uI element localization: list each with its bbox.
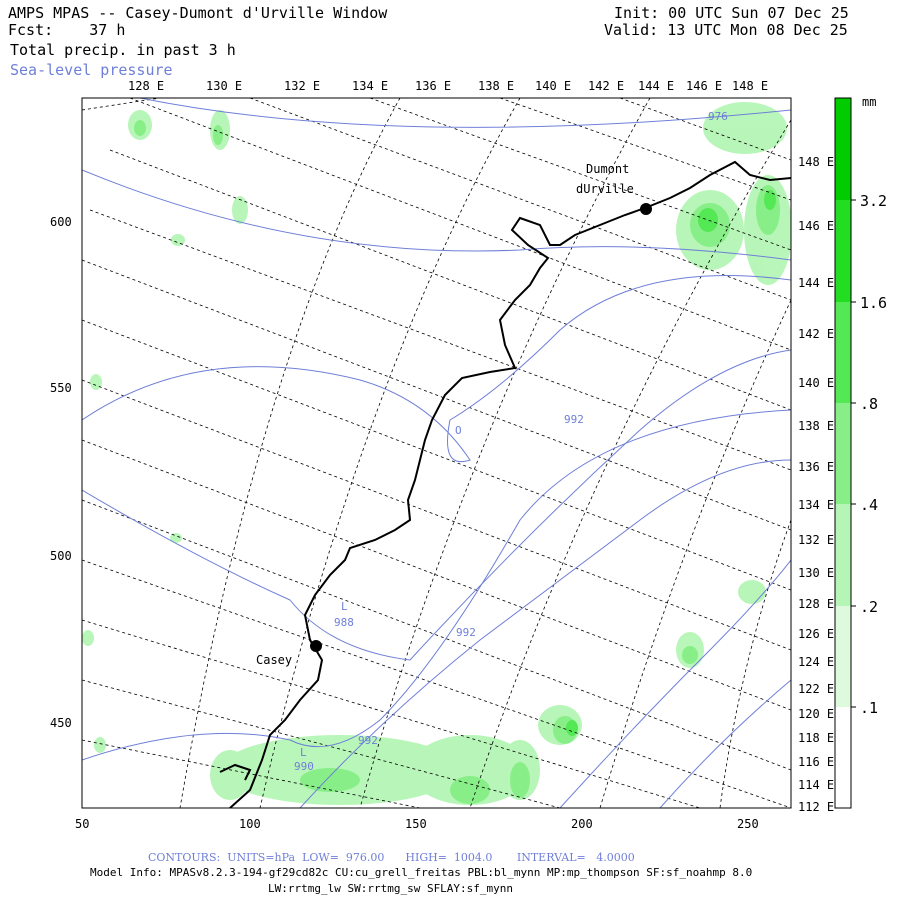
y-grid-labels: 600 550 500 450 bbox=[50, 215, 72, 730]
low-marker: L bbox=[300, 746, 307, 759]
station-label-line2: dUrville bbox=[576, 182, 634, 196]
init-time: Init: 00 UTC Sun 07 Dec 25 bbox=[614, 4, 849, 22]
lon-label: 146 E bbox=[686, 79, 722, 93]
lon-label: 146 E bbox=[798, 219, 834, 233]
colorbar-tick: .1 bbox=[860, 699, 878, 717]
forecast-hour: Fcst: 37 h bbox=[8, 21, 126, 39]
lon-label: 124 E bbox=[798, 655, 834, 669]
colorbar-tick: .8 bbox=[860, 395, 878, 413]
precip-shading bbox=[82, 102, 791, 805]
y-label: 450 bbox=[50, 716, 72, 730]
colorbar-segment bbox=[835, 302, 851, 403]
colorbar: mm 3.2 1.6 .8 .4 .2 .1 bbox=[834, 95, 887, 809]
lon-label: 138 E bbox=[478, 79, 514, 93]
lon-label: 132 E bbox=[798, 533, 834, 547]
model-info-line2: LW:rrtmg_lw SW:rrtmg_sw SFLAY:sf_mynn bbox=[268, 882, 514, 895]
y-label: 550 bbox=[50, 381, 72, 395]
lon-label: 112 E bbox=[798, 800, 834, 814]
lon-label: 128 E bbox=[798, 597, 834, 611]
lon-label: 114 E bbox=[798, 778, 834, 792]
latlon-grid bbox=[82, 98, 791, 808]
lon-label: 144 E bbox=[638, 79, 674, 93]
lon-label: 138 E bbox=[798, 419, 834, 433]
lon-label: 144 E bbox=[798, 276, 834, 290]
lon-label: 128 E bbox=[128, 79, 164, 93]
colorbar-tick: .2 bbox=[860, 598, 878, 616]
contour-field-name: Sea-level pressure bbox=[10, 61, 173, 79]
station-dot bbox=[640, 203, 652, 215]
isobar-label: 990 bbox=[294, 760, 314, 773]
lon-label: 130 E bbox=[206, 79, 242, 93]
isobar-label: 988 bbox=[334, 616, 354, 629]
lon-label: 142 E bbox=[798, 327, 834, 341]
colorbar-segment bbox=[835, 504, 851, 606]
lon-label: 120 E bbox=[798, 707, 834, 721]
x-label: 100 bbox=[239, 817, 261, 831]
x-label: 250 bbox=[737, 817, 759, 831]
valid-time: Valid: 13 UTC Mon 08 Dec 25 bbox=[604, 21, 848, 39]
station-dumont-durville: Dumont dUrville bbox=[576, 162, 652, 215]
colorbar-tick: .4 bbox=[860, 496, 878, 514]
lon-label: 148 E bbox=[732, 79, 768, 93]
colorbar-segment bbox=[835, 98, 851, 200]
lon-label: 118 E bbox=[798, 731, 834, 745]
lon-label: 136 E bbox=[798, 460, 834, 474]
station-label: Casey bbox=[256, 653, 292, 667]
station-dot bbox=[310, 640, 322, 652]
contour-info: CONTOURS: UNITS=hPa LOW= 976.00 HIGH= 10… bbox=[148, 851, 635, 864]
station-label-line1: Dumont bbox=[586, 162, 629, 176]
colorbar-segment bbox=[835, 200, 851, 302]
field-name: Total precip. in past 3 h bbox=[10, 41, 236, 59]
colorbar-unit: mm bbox=[862, 95, 876, 109]
low-marker: L bbox=[341, 600, 348, 613]
right-lon-labels: 148 E 146 E 144 E 142 E 140 E 138 E 136 … bbox=[798, 155, 834, 814]
map-title: AMPS MPAS -- Casey-Dumont d'Urville Wind… bbox=[8, 4, 388, 22]
x-label: 50 bbox=[75, 817, 89, 831]
lon-label: 126 E bbox=[798, 627, 834, 641]
model-info-line1: Model Info: MPASv8.2.3-194-gf29cd82c CU:… bbox=[90, 866, 753, 879]
lon-label: 122 E bbox=[798, 682, 834, 696]
isobar-label: 976 bbox=[708, 110, 728, 123]
y-label: 500 bbox=[50, 549, 72, 563]
coastline bbox=[219, 160, 791, 808]
lon-label: 140 E bbox=[798, 376, 834, 390]
isobar-label: 992 bbox=[358, 734, 378, 747]
isobar-label: 992 bbox=[456, 626, 476, 639]
lon-label: 140 E bbox=[535, 79, 571, 93]
plot-frame bbox=[81, 97, 792, 809]
top-lon-labels: 128 E 130 E 132 E 134 E 136 E 138 E 140 … bbox=[128, 79, 768, 93]
x-label: 200 bbox=[571, 817, 593, 831]
lon-label: 116 E bbox=[798, 755, 834, 769]
isobars bbox=[82, 98, 791, 808]
lon-label: 136 E bbox=[415, 79, 451, 93]
lon-label: 132 E bbox=[284, 79, 320, 93]
colorbar-segment bbox=[835, 707, 851, 808]
station-casey: Casey bbox=[256, 640, 322, 667]
isobar-closed-low: O bbox=[455, 424, 462, 437]
lon-label: 134 E bbox=[798, 498, 834, 512]
x-label: 150 bbox=[405, 817, 427, 831]
lon-label: 142 E bbox=[588, 79, 624, 93]
colorbar-segment bbox=[835, 403, 851, 504]
colorbar-tick: 1.6 bbox=[860, 294, 887, 312]
lon-label: 130 E bbox=[798, 566, 834, 580]
y-label: 600 bbox=[50, 215, 72, 229]
colorbar-tick: 3.2 bbox=[860, 192, 887, 210]
x-grid-labels: 50 100 150 200 250 bbox=[75, 817, 759, 831]
isobar-label: 992 bbox=[564, 413, 584, 426]
lon-label: 134 E bbox=[352, 79, 388, 93]
colorbar-segment bbox=[835, 606, 851, 707]
lon-label: 148 E bbox=[798, 155, 834, 169]
